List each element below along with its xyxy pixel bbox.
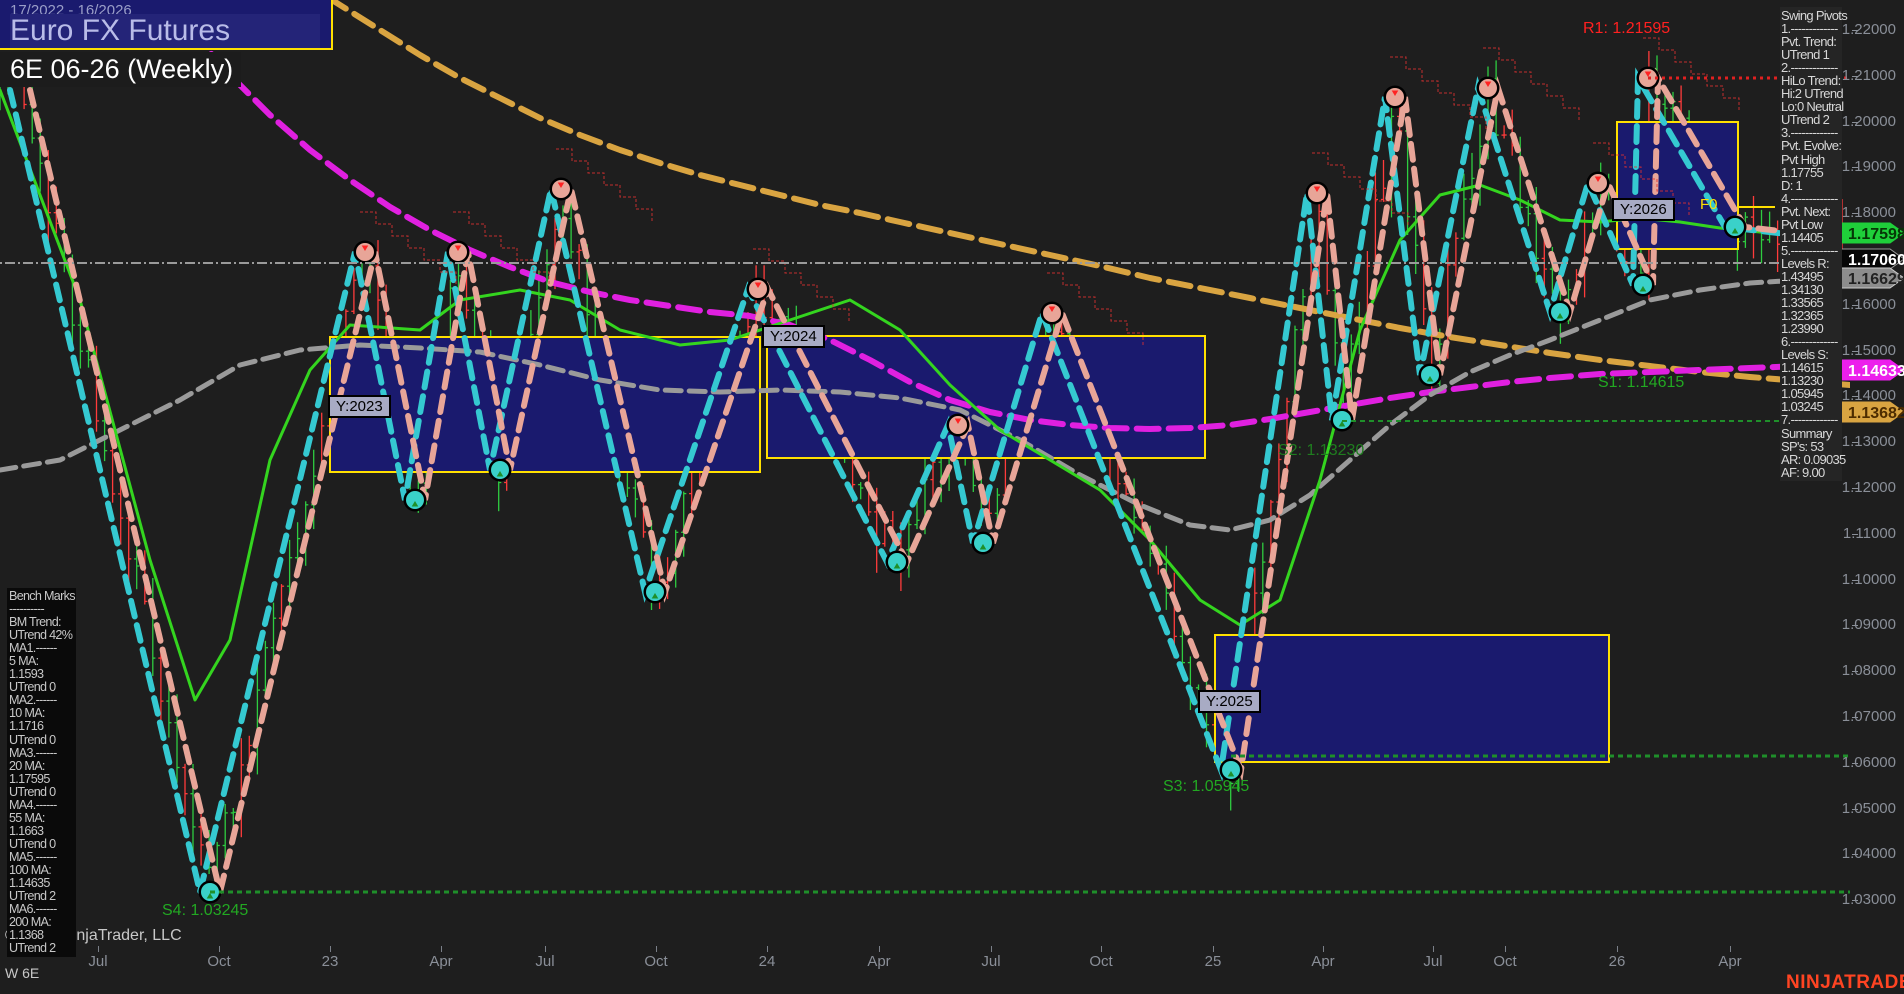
- svg-text:1.13682: 1.13682: [1848, 405, 1904, 422]
- svg-text:1.14633: 1.14633: [1848, 363, 1904, 380]
- svg-text:1.16629: 1.16629: [1848, 271, 1904, 288]
- svg-text:1.17060: 1.17060: [1848, 252, 1904, 269]
- svg-text:1.17598: 1.17598: [1848, 226, 1904, 243]
